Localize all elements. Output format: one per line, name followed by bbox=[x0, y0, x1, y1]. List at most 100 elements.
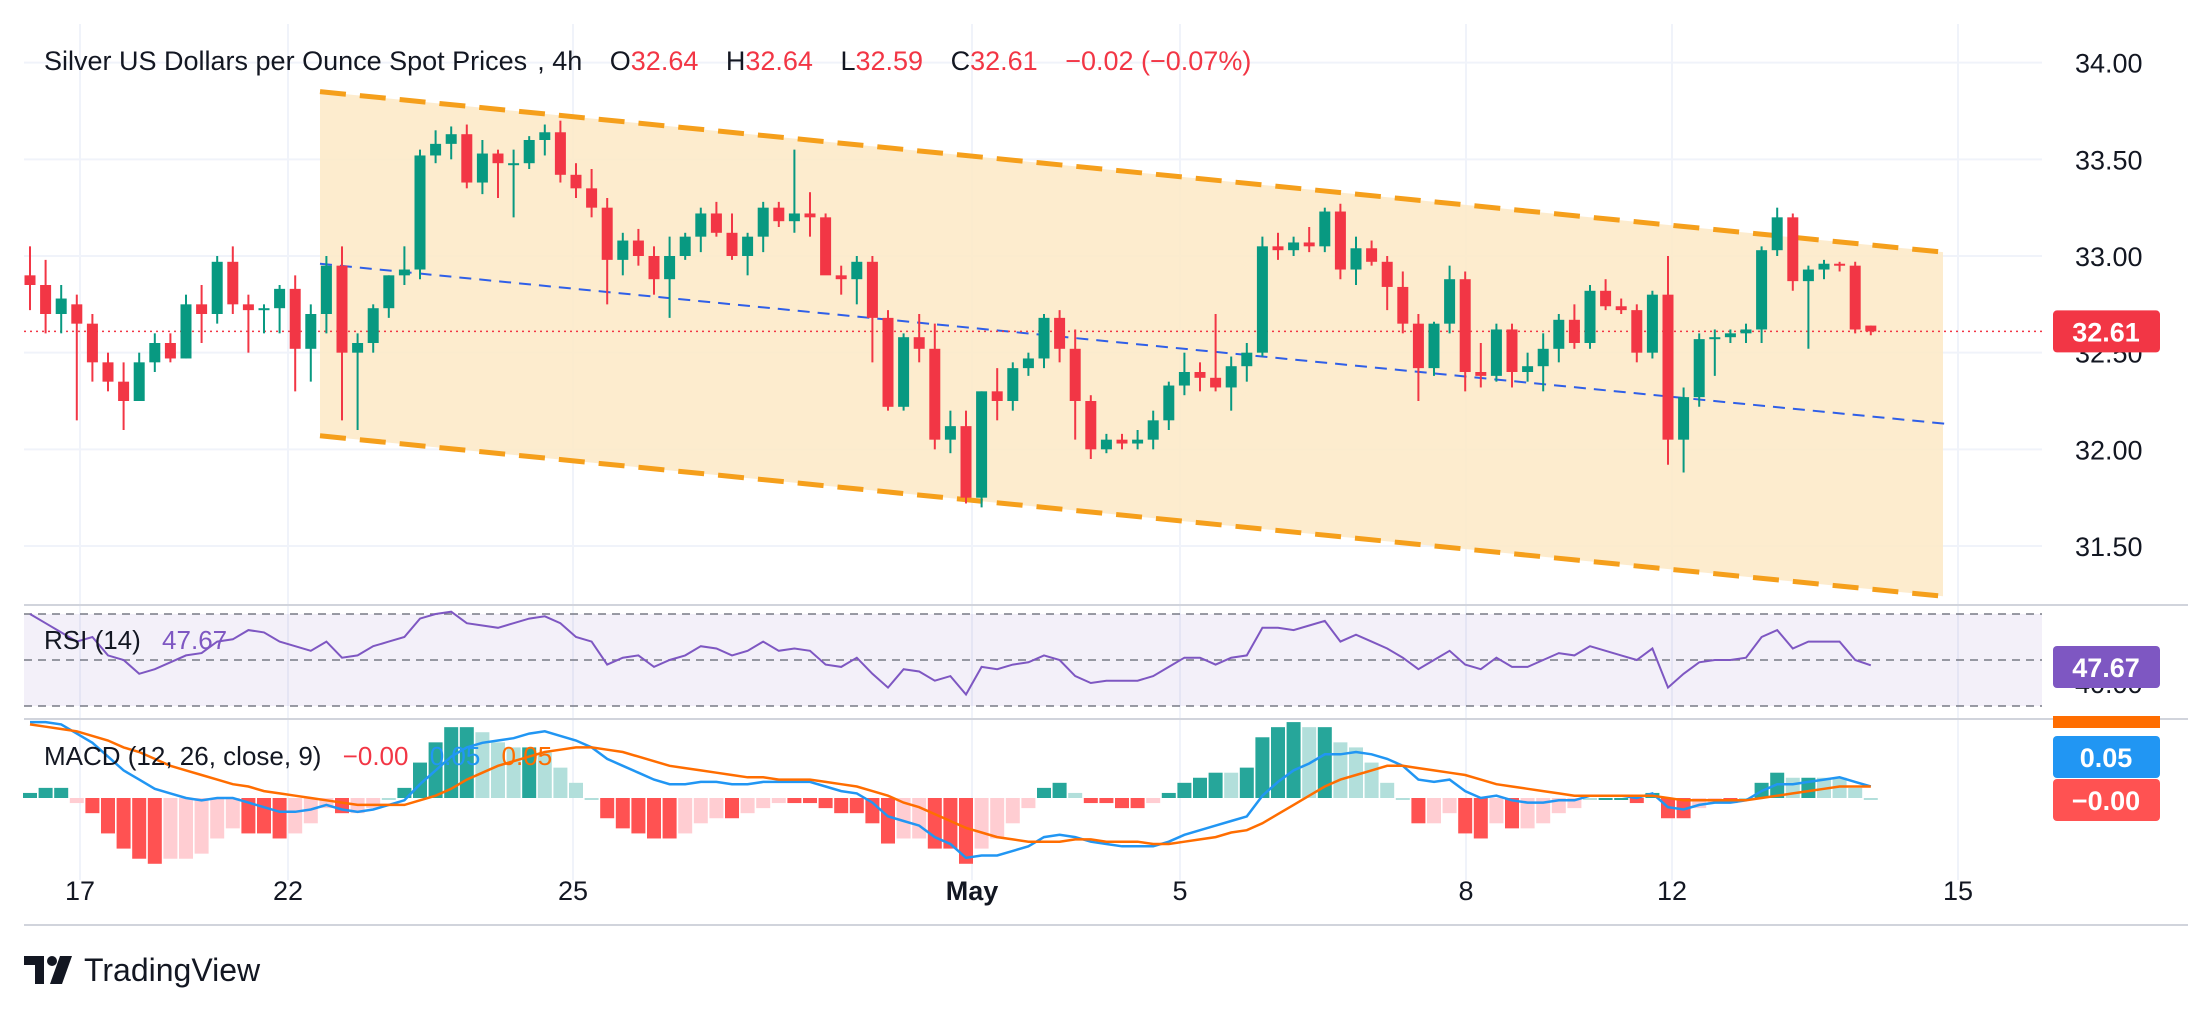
macd-histogram-bar bbox=[1161, 792, 1176, 798]
macd-histogram-bar bbox=[1505, 798, 1519, 829]
macd-histogram-bar bbox=[912, 798, 927, 839]
candle-body bbox=[1756, 250, 1768, 330]
candle-body bbox=[133, 362, 145, 401]
candle-body bbox=[476, 153, 488, 183]
y-tick-label: 33.00 bbox=[2075, 242, 2143, 272]
candle-body bbox=[1241, 352, 1253, 367]
candle-body bbox=[1210, 377, 1222, 388]
candle-body bbox=[1319, 211, 1331, 247]
y-tick-label: 31.50 bbox=[2075, 532, 2143, 562]
macd-histogram-bar bbox=[1115, 798, 1129, 809]
macd-histogram-bar bbox=[1863, 798, 1878, 800]
candle-body bbox=[352, 343, 364, 353]
macd-line bbox=[30, 720, 1872, 860]
channel-lower-line bbox=[319, 433, 1944, 599]
candle-body bbox=[24, 275, 36, 285]
tradingview-logo-icon bbox=[24, 956, 72, 984]
candle-body bbox=[149, 343, 161, 363]
macd-histogram-bar bbox=[849, 798, 864, 814]
candle-body bbox=[929, 348, 941, 440]
change-value: −0.02 (−0.07%) bbox=[1065, 46, 1252, 76]
macd-histogram-bar bbox=[1520, 798, 1535, 829]
macd-legend: MACD (12, 26, close, 9) −0.00 0.05 0.05 bbox=[44, 741, 552, 772]
macd-hist-tag: −0.00 bbox=[2072, 786, 2140, 816]
macd-histogram-bar bbox=[1286, 722, 1301, 798]
candle-body bbox=[180, 304, 192, 359]
candle-body bbox=[1724, 333, 1736, 338]
macd-histogram-bar bbox=[974, 798, 989, 849]
macd-histogram-bar bbox=[927, 798, 942, 849]
candle-body bbox=[742, 236, 754, 256]
candle-body bbox=[1069, 348, 1081, 401]
candle-body bbox=[1147, 420, 1159, 440]
candles bbox=[24, 120, 1877, 508]
macd-histogram-bar bbox=[615, 798, 630, 829]
price-tag-bg bbox=[2053, 310, 2160, 353]
candle-body bbox=[1194, 372, 1206, 378]
candle-body bbox=[1178, 372, 1190, 386]
macd-histogram-bar bbox=[725, 798, 739, 819]
candle-body bbox=[960, 426, 972, 498]
macd-histogram-bar bbox=[1458, 798, 1473, 834]
candle-body bbox=[1631, 310, 1643, 353]
macd-histogram-bar bbox=[257, 798, 271, 834]
candle-body bbox=[1490, 329, 1502, 376]
macd-histogram-bar bbox=[537, 752, 552, 798]
candle-body bbox=[71, 304, 83, 324]
rsi-label: RSI (14) bbox=[44, 625, 141, 655]
macd-histogram-bar bbox=[1473, 798, 1488, 839]
macd-signal-tag bbox=[2053, 716, 2160, 728]
candle-body bbox=[1085, 401, 1097, 450]
macd-histogram-bar bbox=[834, 798, 849, 814]
macd-line-tag: 0.05 bbox=[2080, 743, 2133, 773]
macd-histogram-bar bbox=[1099, 798, 1114, 804]
candle-body bbox=[1459, 279, 1471, 372]
macd-histogram-bar bbox=[319, 798, 334, 809]
candle-body bbox=[1522, 366, 1534, 372]
candle-body bbox=[835, 275, 847, 280]
candle-body bbox=[102, 362, 114, 382]
macd-histogram-bar bbox=[959, 798, 973, 864]
macd-histogram-bar bbox=[288, 798, 303, 834]
macd-histogram-bar bbox=[756, 798, 771, 809]
candle-body bbox=[944, 426, 956, 440]
candle-body bbox=[1054, 317, 1066, 349]
candle-body bbox=[1802, 269, 1814, 282]
macd-hist-value: −0.00 bbox=[342, 741, 409, 771]
candle-body bbox=[648, 256, 660, 280]
candle-body bbox=[242, 304, 254, 311]
macd-histogram-bar bbox=[1333, 742, 1348, 798]
macd-histogram-bar bbox=[1583, 798, 1597, 800]
macd-label: MACD (12, 26, close, 9) bbox=[44, 741, 322, 771]
candle-body bbox=[1163, 385, 1175, 421]
macd-histogram-bar bbox=[69, 798, 84, 804]
candle-body bbox=[1350, 248, 1362, 270]
macd-histogram-bar bbox=[1598, 798, 1613, 800]
candle-body bbox=[1412, 323, 1424, 369]
macd-histogram-bar bbox=[444, 727, 459, 798]
rsi-tag-bg bbox=[2053, 646, 2160, 688]
candle-body bbox=[617, 240, 629, 260]
candle-body bbox=[726, 232, 738, 256]
tradingview-brand[interactable]: TradingView bbox=[24, 950, 260, 990]
candle-body bbox=[1038, 317, 1050, 359]
candle-body bbox=[320, 265, 332, 314]
macd-histogram-bar bbox=[1083, 798, 1098, 804]
macd-histogram-bar bbox=[1037, 787, 1051, 798]
macd-histogram-bar bbox=[584, 798, 599, 800]
macd-histogram-bar bbox=[1208, 772, 1223, 798]
macd-histogram-bar bbox=[1489, 798, 1504, 824]
x-tick-label: 17 bbox=[65, 876, 95, 906]
close-value: 32.61 bbox=[970, 46, 1038, 76]
candle-body bbox=[913, 337, 925, 349]
candle-body bbox=[445, 134, 457, 144]
macd-histogram-bar bbox=[1021, 798, 1036, 809]
macd-histogram-bar bbox=[147, 798, 162, 864]
macd-histogram-bar bbox=[818, 798, 833, 809]
macd-histogram-bar bbox=[1567, 798, 1582, 809]
candle-body bbox=[508, 163, 520, 166]
symbol-name: Silver US Dollars per Ounce Spot Prices bbox=[44, 46, 528, 76]
macd-histogram-bar bbox=[943, 798, 958, 849]
macd-histogram-bar bbox=[475, 732, 490, 798]
